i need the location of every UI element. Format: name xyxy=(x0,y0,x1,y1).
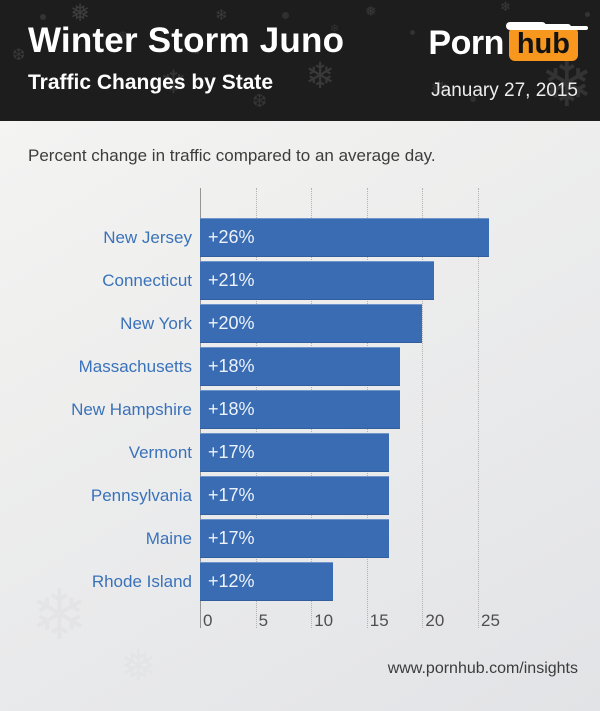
snow-dot xyxy=(410,30,415,35)
bar-row: New York +20% xyxy=(0,304,600,343)
bar-value-label: +20% xyxy=(208,313,255,333)
state-label: Pennsylvania xyxy=(90,486,192,505)
state-label: New York xyxy=(120,314,192,333)
chart-description: Percent change in traffic compared to an… xyxy=(28,146,436,165)
bar-row: Connecticut +21% xyxy=(0,261,600,300)
state-label: Connecticut xyxy=(102,271,192,290)
bar-value-label: +17% xyxy=(208,528,255,548)
page-title: Winter Storm Juno xyxy=(28,21,345,60)
snowflake-icon: ❅ xyxy=(365,3,377,19)
bar-value-label: +21% xyxy=(208,270,255,290)
snow-dot xyxy=(282,12,289,19)
bar-value-label: +18% xyxy=(208,399,255,419)
header-right: Porn hub January 27, 2015 xyxy=(428,21,578,102)
snowflake-icon: ❄ xyxy=(305,55,336,96)
bar: +18% xyxy=(200,347,401,386)
x-axis-tick-label: 0 xyxy=(203,611,213,630)
snowflake-icon: ❆ xyxy=(12,47,26,64)
state-label: New Hampshire xyxy=(71,400,192,419)
bar-row: Rhode Island +12% xyxy=(0,562,600,601)
snow-dot xyxy=(40,14,46,20)
bar: +21% xyxy=(200,261,434,300)
state-label: Maine xyxy=(145,529,192,548)
bar-row: Vermont +17% xyxy=(0,433,600,472)
x-axis-tick-label: 15 xyxy=(369,611,389,630)
state-label: New Jersey xyxy=(103,228,192,247)
bar-value-label: +12% xyxy=(208,571,255,591)
bar-row: New Jersey +26% xyxy=(0,218,600,257)
bar-row: Maine +17% xyxy=(0,519,600,558)
bar-row: Pennsylvania +17% xyxy=(0,476,600,515)
bar-value-label: +17% xyxy=(208,485,255,505)
snow-dot xyxy=(585,12,590,17)
bar: +12% xyxy=(200,562,334,601)
x-axis-tick-label: 25 xyxy=(481,611,500,630)
snowflake-icon: ❄ xyxy=(500,0,511,14)
bar: +17% xyxy=(200,433,390,472)
bar: +17% xyxy=(200,519,390,558)
gridline xyxy=(422,188,424,628)
x-axis-tick-label: 5 xyxy=(258,611,269,630)
bar: +18% xyxy=(200,390,401,429)
bar-row: New Hampshire +18% xyxy=(0,390,600,429)
plot-area: 0 5 10 15 20 25 New Jersey +26% Connecticut +21% N… xyxy=(0,188,600,648)
state-label: Massachusetts xyxy=(78,357,192,376)
bar-value-label: +18% xyxy=(208,356,255,376)
date-label: January 27, 2015 xyxy=(431,80,578,101)
state-label: Rhode Island xyxy=(91,572,192,591)
bar-chart: 0 5 10 15 20 25 New Jersey +26% Connecticut +21% N… xyxy=(0,188,600,648)
gridline xyxy=(478,188,479,628)
bar-row: Massachusetts +18% xyxy=(0,347,600,386)
footer-url: www.pornhub.com/insights xyxy=(387,660,578,677)
logo-text-hub: hub xyxy=(505,21,578,61)
x-axis-tick-label: 10 xyxy=(314,611,334,630)
bar-value-label: +26% xyxy=(208,227,255,247)
bar-value-label: +17% xyxy=(208,442,255,462)
pornhub-logo: Porn hub xyxy=(428,21,578,63)
bar: +20% xyxy=(200,304,423,343)
bar: +26% xyxy=(200,218,490,257)
header: ❅ ❄ ❆ ❄ ❄ ❅ ❆ ❅ ❄ ❄ ❆ ❄ Winter Storm Jun… xyxy=(0,0,600,121)
logo-text-porn: Porn xyxy=(428,24,504,62)
snowflake-watermark-icon: ❅ xyxy=(120,645,157,689)
page-subtitle: Traffic Changes by State xyxy=(28,71,274,94)
state-label: Vermont xyxy=(128,443,192,462)
bar: +17% xyxy=(200,476,390,515)
x-axis-tick-label: 20 xyxy=(425,611,445,630)
